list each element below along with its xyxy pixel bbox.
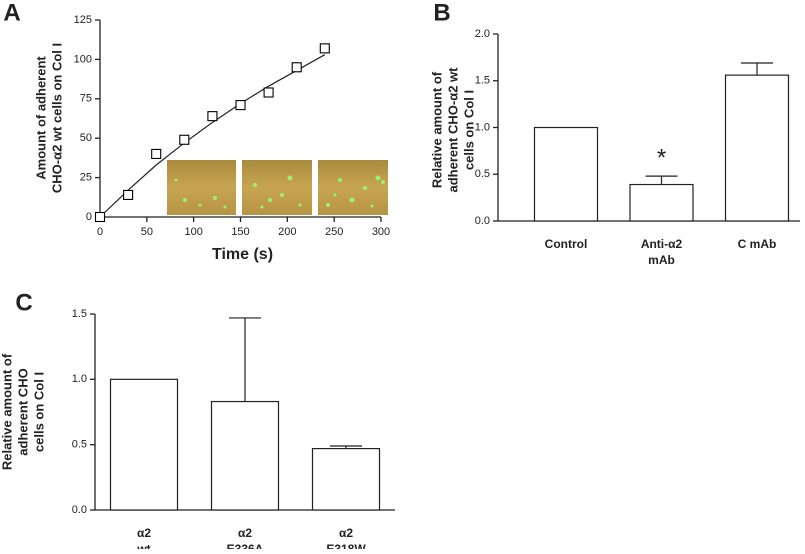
bar (533, 126, 599, 222)
panel-label: C (15, 289, 32, 316)
data-point (179, 134, 190, 145)
bar (109, 378, 179, 511)
bar (629, 183, 694, 222)
x-tick-label: 250 (325, 226, 343, 238)
cells (174, 175, 385, 209)
x-tick-label: α2 (238, 526, 252, 540)
y-tick-label: 2.0 (475, 28, 490, 40)
x-tick-label: α2 (137, 526, 151, 540)
y-tick-label: 1.0 (72, 373, 87, 385)
x-tick-label: wt (136, 542, 150, 549)
micrographs (167, 160, 388, 215)
y-tick-label: 0.5 (72, 439, 87, 451)
x-tick-label: mAb (648, 253, 675, 267)
y-tick-label: 0 (86, 211, 92, 223)
data-point (94, 211, 106, 223)
data-point (235, 100, 246, 111)
bar (724, 74, 790, 222)
micrograph (242, 160, 312, 215)
y-tick-label: 100 (74, 53, 92, 65)
annotation: * (657, 144, 666, 171)
y-tick-label: 1.5 (72, 308, 87, 320)
bar (210, 400, 280, 511)
x-axis-label: Time (s) (212, 246, 273, 263)
x-tick-label: 150 (231, 226, 249, 238)
bar (311, 447, 381, 511)
y-tick-label: 1.5 (475, 75, 490, 87)
panel-label: B (433, 0, 450, 26)
y-tick-label: 1.0 (475, 121, 490, 133)
x-tick-label: Anti-α2 (641, 237, 683, 251)
y-axis-label: Relative amount of (429, 71, 444, 188)
x-tick-label: 0 (97, 226, 103, 238)
y-axis-label: cells on Col I (31, 372, 46, 452)
x-tick-label: E336A (227, 542, 264, 549)
x-tick-label: E318W (326, 542, 366, 549)
data-point (319, 43, 330, 54)
x-tick-label: Control (545, 237, 588, 251)
x-tick-label: 300 (372, 226, 390, 238)
y-axis-label: cells on Col I (461, 90, 476, 170)
x-tick-label: 50 (141, 226, 153, 238)
data-point (123, 189, 134, 200)
data-point (291, 62, 302, 73)
y-axis-label: adherent CHO-α2 wt (445, 67, 460, 193)
x-tick-label: 100 (184, 226, 202, 238)
data-point (151, 148, 162, 160)
y-tick-label: 25 (80, 172, 92, 184)
y-tick-label: 0.0 (475, 215, 490, 227)
fit-curve (99, 54, 326, 218)
y-axis-label: adherent CHO (15, 368, 30, 455)
y-tick-label: 0.0 (72, 504, 87, 516)
y-axis-label: Amount of adherent (33, 56, 48, 180)
y-axis-label: Relative amount of (0, 353, 14, 470)
panel-label: A (3, 0, 20, 26)
x-tick-label: α2 (339, 526, 353, 540)
y-tick-label: 125 (74, 14, 92, 26)
y-tick-label: 75 (80, 93, 92, 105)
data-point (263, 87, 274, 98)
y-tick-label: 50 (80, 132, 92, 144)
y-tick-label: 0.5 (475, 168, 490, 180)
x-tick-label: 200 (278, 226, 296, 238)
y-axis-label: CHO-α2 wt cells on Col I (49, 43, 64, 193)
data-point (207, 111, 218, 122)
x-tick-label: C mAb (738, 237, 777, 251)
